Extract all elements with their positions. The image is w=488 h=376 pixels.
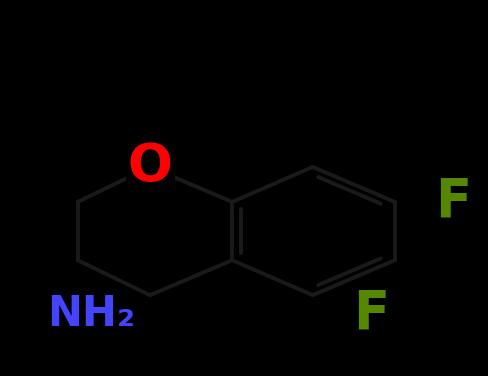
- Text: NH₂: NH₂: [47, 293, 136, 335]
- Text: F: F: [435, 176, 471, 228]
- Text: F: F: [353, 288, 389, 340]
- Text: O: O: [128, 141, 172, 193]
